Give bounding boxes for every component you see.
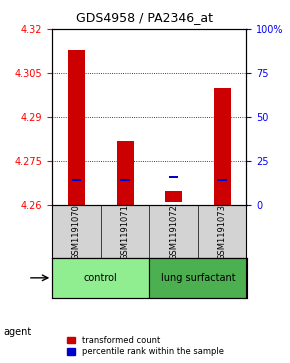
Bar [169,176,178,179]
Text: GSM1191073: GSM1191073 [218,204,227,260]
FancyBboxPatch shape [52,258,149,298]
FancyBboxPatch shape [149,258,246,298]
Text: GSM1191070: GSM1191070 [72,204,81,260]
Bar [165,191,182,202]
Bar [217,179,227,182]
Text: control: control [84,273,118,283]
Text: agent: agent [3,327,31,337]
Text: GSM1191071: GSM1191071 [121,204,130,260]
Bar [120,179,130,182]
Text: GSM1191072: GSM1191072 [169,204,178,260]
Text: GDS4958 / PA2346_at: GDS4958 / PA2346_at [77,11,213,24]
Bar [214,88,231,205]
Legend: transformed count, percentile rank within the sample: transformed count, percentile rank withi… [64,333,226,359]
Bar [117,140,134,205]
Bar [72,179,81,182]
Bar [68,50,85,205]
Text: lung surfactant: lung surfactant [161,273,235,283]
